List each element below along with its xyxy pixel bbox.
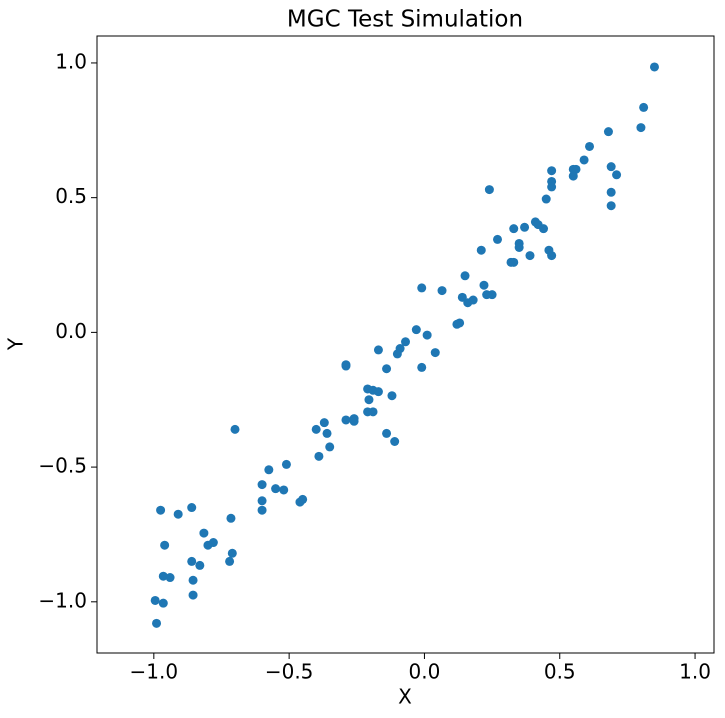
point	[612, 170, 622, 180]
point	[187, 503, 197, 513]
point	[541, 194, 551, 204]
x-tick-label: −1.0	[130, 660, 179, 684]
point	[281, 459, 291, 469]
y-tick-label: −1.0	[38, 588, 87, 612]
point	[311, 424, 321, 434]
point	[230, 424, 240, 434]
point	[158, 598, 168, 608]
point	[271, 484, 281, 494]
x-axis-label: X	[398, 685, 412, 709]
point	[649, 62, 659, 72]
y-tick-label: 0.0	[55, 319, 87, 343]
point	[341, 361, 351, 371]
point	[257, 480, 267, 490]
x-tick-label: −0.5	[265, 660, 314, 684]
x-tick-label: 0.0	[409, 660, 441, 684]
plot-frame	[96, 35, 715, 654]
point	[295, 497, 305, 507]
point	[257, 505, 267, 515]
point	[452, 319, 462, 329]
point	[476, 245, 486, 255]
point	[422, 330, 432, 340]
point	[468, 295, 478, 305]
point	[152, 618, 162, 628]
point	[390, 436, 400, 446]
point	[341, 415, 351, 425]
point	[509, 257, 519, 267]
y-tick-label: −0.5	[38, 454, 87, 478]
point	[401, 337, 410, 347]
point	[460, 271, 470, 281]
point	[585, 141, 595, 151]
y-axis-label: Y	[4, 337, 28, 351]
point	[547, 251, 557, 261]
point	[493, 234, 503, 244]
point	[373, 387, 383, 397]
point	[373, 345, 383, 355]
point	[158, 571, 168, 581]
point	[314, 451, 324, 461]
point	[430, 348, 440, 358]
point	[188, 590, 198, 600]
point	[325, 442, 335, 452]
point	[257, 496, 267, 506]
point	[264, 465, 274, 475]
point	[382, 364, 392, 374]
point	[417, 283, 427, 293]
point	[322, 428, 332, 438]
point	[479, 280, 489, 290]
point	[319, 418, 329, 428]
y-tick-label: 0.5	[55, 184, 87, 208]
point	[533, 220, 543, 230]
point	[392, 349, 402, 359]
point	[606, 187, 616, 197]
point	[364, 395, 374, 405]
point	[156, 505, 166, 515]
chart-title: MGC Test Simulation	[287, 7, 523, 33]
point	[226, 513, 236, 523]
point	[199, 528, 209, 538]
point	[227, 548, 237, 558]
point	[173, 509, 183, 519]
point	[160, 540, 170, 550]
point	[349, 416, 359, 426]
point	[568, 164, 578, 174]
point	[606, 162, 616, 172]
point	[411, 325, 421, 335]
point	[188, 575, 198, 585]
point	[203, 540, 213, 550]
point	[547, 182, 557, 192]
point	[382, 428, 392, 438]
point	[417, 362, 427, 372]
point	[484, 185, 494, 195]
x-tick-label: 0.5	[544, 660, 576, 684]
point	[514, 243, 524, 253]
point	[368, 407, 378, 417]
point	[579, 155, 589, 165]
point	[150, 595, 160, 605]
point	[225, 556, 235, 566]
point	[279, 485, 289, 495]
point	[520, 222, 530, 232]
point	[387, 391, 397, 401]
point	[603, 127, 613, 137]
point	[165, 573, 175, 583]
y-tick-label: 1.0	[55, 49, 87, 73]
point	[482, 290, 492, 300]
point	[568, 171, 578, 181]
point	[437, 286, 447, 296]
point	[636, 123, 646, 133]
point	[525, 251, 535, 261]
point	[639, 102, 649, 112]
point	[187, 556, 197, 566]
point	[195, 560, 205, 570]
point	[509, 224, 519, 234]
point	[547, 166, 557, 176]
point	[606, 201, 616, 211]
x-tick-label: 1.0	[679, 660, 711, 684]
